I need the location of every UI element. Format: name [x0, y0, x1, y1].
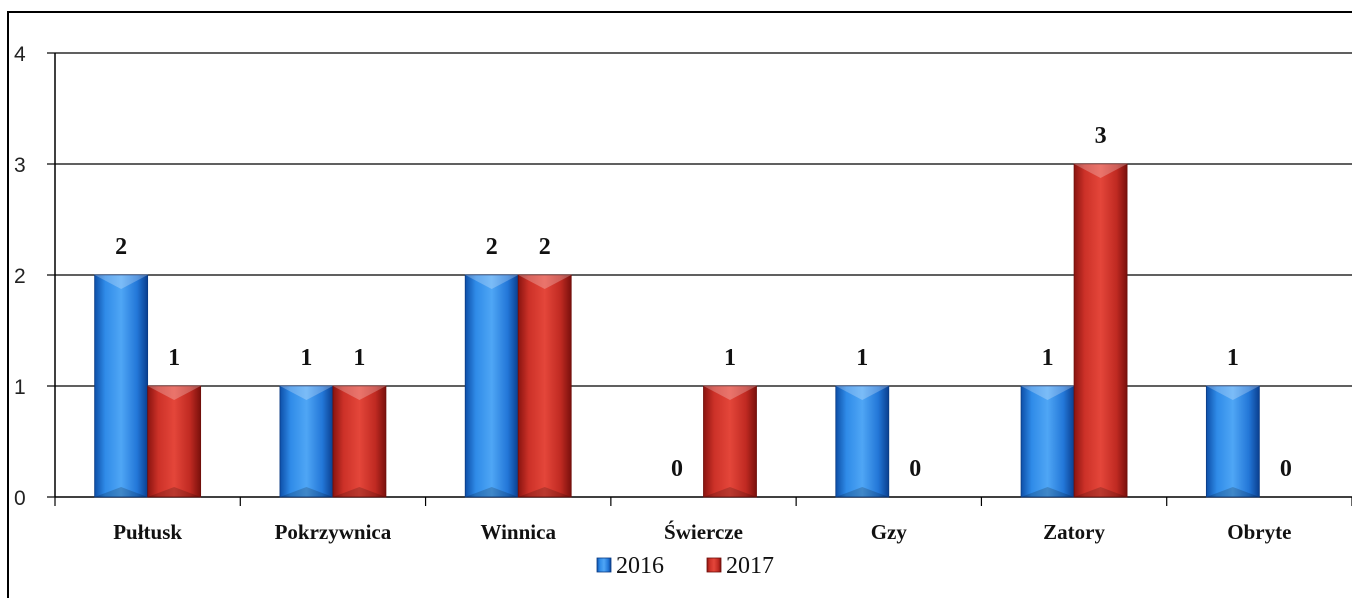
- chart-border: [7, 11, 1352, 598]
- bar-bevel: [1206, 487, 1260, 497]
- legend-swatch-2017: [706, 557, 722, 573]
- bar-bevel: [835, 487, 889, 497]
- bars: [94, 163, 1260, 498]
- bar-bevel: [279, 487, 333, 497]
- category-labels: Pułtusk Pokrzywnica Winnica Świercze Gzy Zato…: [113, 520, 1291, 544]
- data-label: 1: [353, 345, 365, 371]
- data-label: 0: [1280, 456, 1292, 482]
- category-label: Pokrzywnica: [275, 520, 392, 544]
- category-label: Świercze: [664, 520, 743, 544]
- data-label: 3: [1095, 123, 1107, 149]
- bar-bevel: [1021, 487, 1075, 497]
- legend-swatch-2016: [596, 557, 612, 573]
- bar-2016-2: [464, 274, 519, 498]
- data-label: 1: [300, 345, 312, 371]
- bar-bevel: [332, 386, 386, 400]
- bar-2016-0: [94, 274, 149, 498]
- data-label: 1: [724, 345, 736, 371]
- bar-bevel: [94, 275, 148, 289]
- bar-2016-1: [279, 385, 334, 498]
- y-tick-label: 0: [14, 487, 26, 510]
- bar-bevel: [1206, 386, 1260, 400]
- legend: 2016 2017: [596, 553, 774, 579]
- data-label: 1: [1042, 345, 1054, 371]
- bar-bevel: [279, 386, 333, 400]
- bar-bevel: [518, 275, 572, 289]
- bar-bevel: [465, 275, 519, 289]
- y-tick-label: 3: [14, 154, 26, 177]
- bar-2017-0: [147, 385, 202, 498]
- data-label: 1: [856, 345, 868, 371]
- bar-bevel: [1074, 487, 1128, 497]
- bar-2017-1: [332, 385, 387, 498]
- bar-bevel: [94, 487, 148, 497]
- category-label: Zatory: [1043, 520, 1105, 544]
- bar-bevel: [332, 487, 386, 497]
- category-label: Obryte: [1227, 520, 1291, 544]
- data-label: 2: [115, 234, 127, 260]
- bar-bevel: [147, 487, 201, 497]
- bar-bevel: [465, 487, 519, 497]
- bar-2017-3: [703, 385, 757, 498]
- data-labels: 2 1 1 1 2 2 0 1 1 0 1 3 1 0: [115, 123, 1292, 482]
- bar-bevel: [835, 386, 889, 400]
- bar-bevel: [1074, 164, 1128, 178]
- bar-bevel: [147, 386, 201, 400]
- legend-label: 2016: [616, 553, 664, 579]
- bar-bevel: [703, 487, 757, 497]
- bar-2016-4: [835, 385, 890, 498]
- y-tick-label: 4: [14, 43, 26, 66]
- data-label: 0: [671, 456, 683, 482]
- bar-bevel: [703, 386, 757, 400]
- data-label: 1: [168, 345, 180, 371]
- data-label: 2: [539, 234, 551, 260]
- bar-bevel: [1021, 386, 1075, 400]
- bar-2016-6: [1205, 385, 1260, 498]
- bar-2017-5: [1073, 163, 1128, 498]
- y-tick-label: 1: [14, 376, 26, 399]
- data-label: 2: [486, 234, 498, 260]
- data-label: 1: [1227, 345, 1239, 371]
- bar-bevel: [518, 487, 572, 497]
- category-label: Gzy: [871, 520, 908, 544]
- category-label: Pułtusk: [113, 520, 182, 544]
- legend-label: 2017: [726, 553, 774, 579]
- data-label: 0: [909, 456, 921, 482]
- category-label: Winnica: [480, 520, 556, 544]
- bar-2016-5: [1020, 385, 1075, 498]
- bar-2017-2: [517, 274, 572, 498]
- y-tick-label: 2: [14, 265, 26, 288]
